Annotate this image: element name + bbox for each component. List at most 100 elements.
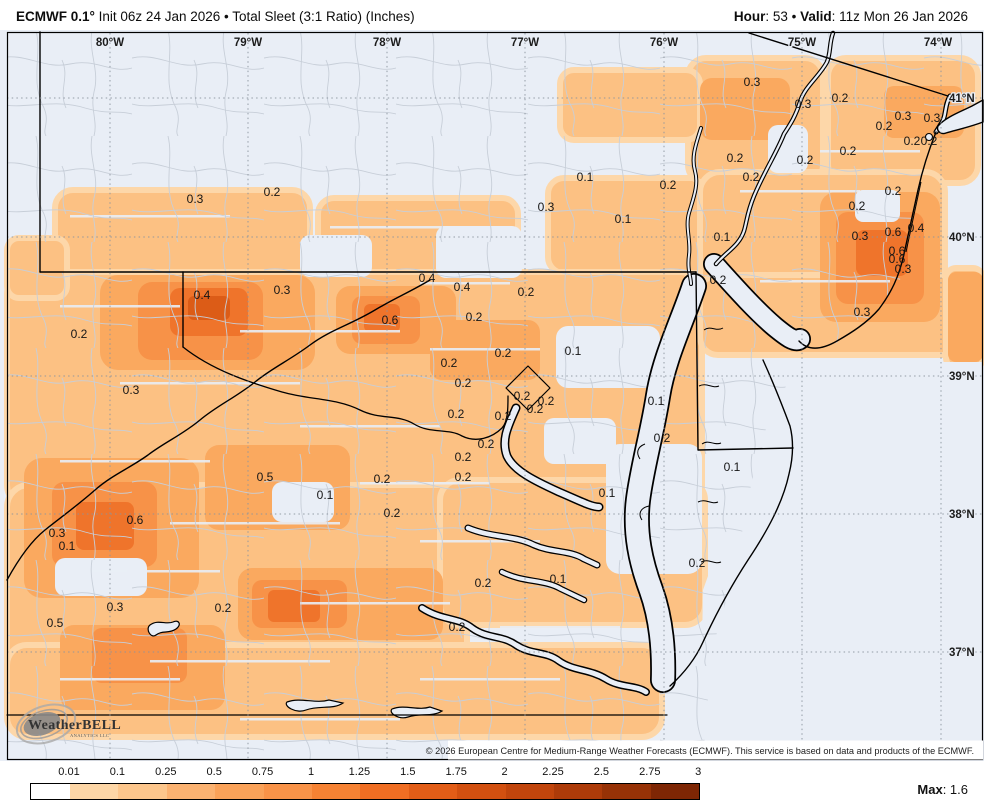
contour-value-label: 0.2 <box>527 402 544 416</box>
contour-value-label: 0.2 <box>710 273 727 287</box>
colorbar <box>30 783 700 800</box>
longitude-label: 77°W <box>511 37 539 49</box>
colorbar-tick-label: 2.5 <box>593 766 610 778</box>
contour-value-label: 0.1 <box>565 344 582 358</box>
contour-value-label: 0.3 <box>795 97 812 111</box>
colorbar-tick-label: 0.1 <box>109 766 126 778</box>
contour-value-label: 0.2 <box>441 356 458 370</box>
contour-value-label: 0.1 <box>714 230 731 244</box>
colorbar-segment <box>505 784 554 799</box>
forecast-map: WeatherBELL ANALYTICS LLC © 2026 Europea… <box>0 30 984 761</box>
contour-value-label: 0.2 <box>921 134 938 148</box>
latitude-labels-layer: 41°N 40°N 39°N 38°N 37°N <box>948 92 976 661</box>
contour-value-label: 0.1 <box>577 170 594 184</box>
contour-value-label: 0.1 <box>599 486 616 500</box>
copyright-strip: © 2026 European Centre for Medium-Range … <box>426 740 983 760</box>
contour-value-label: 0.2 <box>849 199 866 213</box>
contour-value-label: 0.2 <box>264 185 281 199</box>
contour-value-label: 0.6 <box>889 252 906 266</box>
colorbar-segment <box>311 784 361 799</box>
colorbar-tick-label: 1.25 <box>348 766 371 778</box>
contour-value-label: 0.2 <box>495 346 512 360</box>
model-name: ECMWF 0.1° <box>16 9 95 24</box>
contour-value-label: 0.2 <box>840 144 857 158</box>
logo-subtext: ANALYTICS LLC <box>70 733 109 738</box>
colorbar-segment <box>650 784 700 799</box>
state-borders <box>6 31 984 716</box>
contour-value-label: 0.3 <box>924 111 941 125</box>
contour-value-label: 0.2 <box>374 472 391 486</box>
contour-value-label: 0.2 <box>215 601 232 615</box>
contour-value-label: 0.1 <box>615 212 632 226</box>
contour-value-label: 0.2 <box>689 556 706 570</box>
colorbar-tick-label: 0.5 <box>206 766 222 778</box>
colorbar-segment <box>118 784 167 799</box>
contour-value-label: 0.3 <box>854 305 871 319</box>
contour-value-label: 0.6 <box>382 313 399 327</box>
contour-value-label: 0.1 <box>648 394 665 408</box>
contour-value-label: 0.2 <box>384 506 401 520</box>
contour-value-label: 0.1 <box>59 539 76 553</box>
map-area: WeatherBELL ANALYTICS LLC © 2026 Europea… <box>0 30 984 761</box>
contour-value-label: 0.6 <box>127 513 144 527</box>
contour-value-label: 0.3 <box>274 283 291 297</box>
contour-value-label: 0.2 <box>478 437 495 451</box>
contour-value-label: 0.6 <box>889 244 906 258</box>
contour-value-label: 0.3 <box>852 229 869 243</box>
contour-value-label: 0.6 <box>885 225 902 239</box>
contour-value-label: 0.3 <box>187 192 204 206</box>
contour-value-label: 0.2 <box>71 327 88 341</box>
colorbar-segment <box>263 784 312 799</box>
colorbar-tick-label: 2.75 <box>639 766 661 778</box>
valid-time: Hour: 53 • Valid: 11z Mon 26 Jan 2026 <box>734 9 968 24</box>
colorbar-tick-label: 1.75 <box>445 766 467 778</box>
latitude-label: 41°N <box>949 93 975 105</box>
contour-value-label: 0.3 <box>123 383 140 397</box>
waterways <box>418 30 953 696</box>
colorbar-tick-label: 0.75 <box>251 766 274 778</box>
valid-label: Valid <box>800 9 832 24</box>
contour-value-label: 0.2 <box>538 394 555 408</box>
max-value: Max: 1.6 <box>917 782 968 797</box>
logo-swirl-icon <box>15 703 77 745</box>
longitude-label: 74°W <box>924 37 952 49</box>
contour-value-label: 0.2 <box>514 389 531 403</box>
valid-value: : 11z Mon 26 Jan 2026 <box>831 9 968 24</box>
colorbar-tick-label: 3 <box>695 766 702 778</box>
colorbar-segment <box>602 784 651 799</box>
legend-bar: 0.01 0.1 0.25 0.5 0.75 1 1.25 1.5 1.75 2 2.25 2.5 2.… <box>0 761 984 808</box>
contour-value-label: 0.4 <box>454 280 471 294</box>
contour-value-label: 0.3 <box>107 600 124 614</box>
longitude-label: 78°W <box>373 37 401 49</box>
longitude-labels-layer: 80°W 79°W 78°W 77°W 76°W 75°W 74°W <box>95 36 954 51</box>
colorbar-segment <box>360 784 409 799</box>
colorbar-tick-label: 0.25 <box>155 766 177 778</box>
contour-value-label: 0.2 <box>455 376 472 390</box>
contour-value-label: 0.2 <box>455 450 472 464</box>
contour-value-label: 0.2 <box>727 151 744 165</box>
contour-value-label: 0.2 <box>455 470 472 484</box>
contour-value-label: 0.2 <box>876 119 893 133</box>
contour-value-label: 0.3 <box>538 200 555 214</box>
latitude-label: 40°N <box>949 232 975 244</box>
colorbar-tick-label: 1.5 <box>400 766 416 778</box>
max-number: : 1.6 <box>942 782 968 797</box>
contour-value-label: 0.2 <box>904 134 921 148</box>
title-detail: Init 06z 24 Jan 2026 • Total Sleet (3:1 … <box>94 9 415 24</box>
contour-value-label: 0.2 <box>654 431 671 445</box>
contour-value-label: 0.3 <box>895 262 912 276</box>
contour-value-label: 0.2 <box>660 178 677 192</box>
contour-value-label: 0.2 <box>832 91 849 105</box>
contour-value-label: 0.4 <box>194 288 211 302</box>
contour-value-label: 0.1 <box>550 572 567 586</box>
contour-value-label: 0.2 <box>449 620 466 634</box>
longitude-label: 80°W <box>96 37 124 49</box>
latitude-label: 37°N <box>949 647 975 659</box>
contour-value-label: 0.2 <box>495 409 512 423</box>
header-bar: ECMWF 0.1° Init 06z 24 Jan 2026 • Total … <box>0 0 984 30</box>
colorbar-tick-label: 1 <box>307 766 315 778</box>
contour-value-label: 0.2 <box>743 170 760 184</box>
latitude-label: 39°N <box>949 371 975 383</box>
weatherbell-logo: WeatherBELL ANALYTICS LLC <box>15 703 121 745</box>
